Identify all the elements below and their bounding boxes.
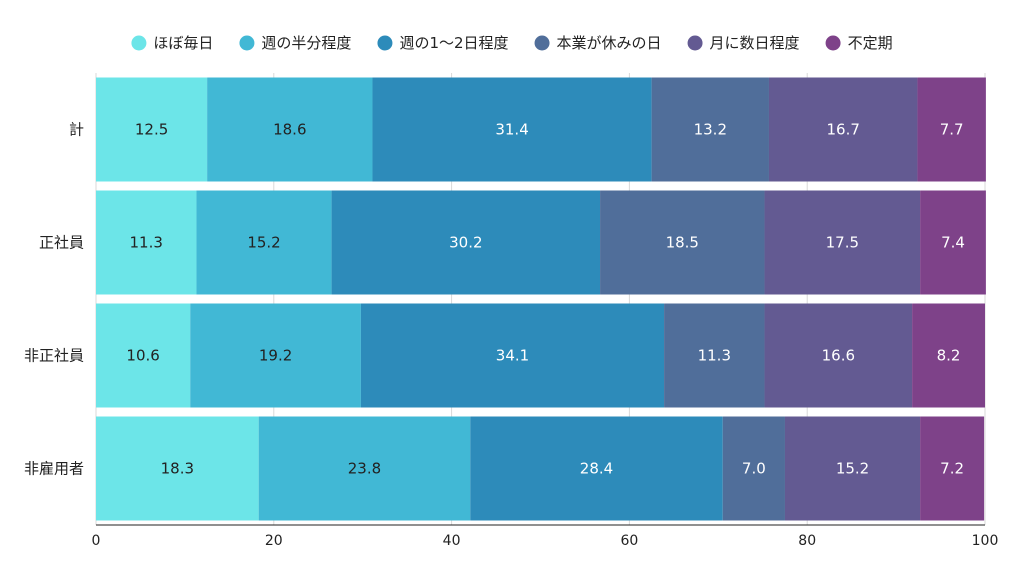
data-label-0-4: 16.7 bbox=[827, 121, 860, 139]
bar-segment-0-0 bbox=[96, 77, 208, 182]
data-label-2-2: 34.1 bbox=[496, 347, 529, 365]
legend-label-0: ほぼ毎日 bbox=[153, 34, 213, 52]
bar-segment-1-0 bbox=[96, 190, 197, 295]
legend-swatch-3 bbox=[534, 35, 550, 51]
legend-label-5: 不定期 bbox=[848, 34, 893, 52]
bar-segment-3-3 bbox=[722, 416, 785, 521]
legend-swatch-0 bbox=[131, 35, 147, 51]
legend-item-3: 本業が休みの日 bbox=[534, 34, 662, 52]
bar-segment-0-4 bbox=[768, 77, 918, 182]
data-label-2-5: 8.2 bbox=[937, 347, 961, 365]
data-label-3-2: 28.4 bbox=[580, 460, 613, 478]
data-label-2-4: 16.6 bbox=[822, 347, 855, 365]
legend: ほぼ毎日 週の半分程度 週の1〜2日程度 本業が休みの日 月に数日程度 不定期 bbox=[131, 34, 893, 52]
bar-segment-1-1 bbox=[196, 190, 332, 295]
data-label-0-2: 31.4 bbox=[495, 121, 528, 139]
category-label-2: 非正社員 bbox=[24, 347, 84, 365]
bar-segment-2-2 bbox=[360, 303, 665, 408]
data-label-3-1: 23.8 bbox=[348, 460, 381, 478]
bar-segment-2-3 bbox=[664, 303, 765, 408]
data-label-3-0: 18.3 bbox=[161, 460, 194, 478]
bar-segment-0-2 bbox=[372, 77, 652, 182]
data-label-2-0: 10.6 bbox=[126, 347, 159, 365]
bars bbox=[96, 77, 986, 521]
bar-segment-1-3 bbox=[600, 190, 765, 295]
legend-item-0: ほぼ毎日 bbox=[131, 34, 213, 52]
data-label-1-5: 7.4 bbox=[941, 234, 965, 252]
x-tick-label-5: 100 bbox=[972, 533, 999, 549]
legend-label-3: 本業が休みの日 bbox=[557, 34, 662, 52]
bar-segment-2-4 bbox=[764, 303, 913, 408]
legend-swatch-5 bbox=[825, 35, 841, 51]
bar-segment-2-5 bbox=[912, 303, 985, 408]
bar-segment-2-0 bbox=[96, 303, 191, 408]
legend-item-2: 週の1〜2日程度 bbox=[377, 34, 509, 52]
bar-segment-0-5 bbox=[917, 77, 986, 182]
bar-segment-3-4 bbox=[784, 416, 921, 521]
data-label-0-1: 18.6 bbox=[273, 121, 306, 139]
legend-item-1: 週の半分程度 bbox=[239, 34, 351, 52]
x-tick-label-1: 20 bbox=[265, 533, 283, 549]
legend-item-5: 不定期 bbox=[825, 34, 893, 52]
x-tick-label-3: 60 bbox=[620, 533, 638, 549]
data-label-0-5: 7.7 bbox=[940, 121, 964, 139]
data-label-1-4: 17.5 bbox=[826, 234, 859, 252]
bar-segment-3-0 bbox=[96, 416, 259, 521]
legend-label-4: 月に数日程度 bbox=[710, 34, 800, 52]
x-tick-label-2: 40 bbox=[443, 533, 461, 549]
data-labels: 12.5 18.6 31.4 13.2 16.7 7.7 11.3 15.2 30.2 18.5 1… bbox=[126, 121, 965, 478]
bar-segment-3-1 bbox=[258, 416, 471, 521]
data-label-3-5: 7.2 bbox=[940, 460, 964, 478]
data-label-3-3: 7.0 bbox=[742, 460, 766, 478]
legend-item-4: 月に数日程度 bbox=[687, 34, 800, 52]
category-label-3: 非雇用者 bbox=[24, 460, 84, 478]
bar-segment-2-1 bbox=[190, 303, 361, 408]
x-tick-labels: 0 20 40 60 80 100 bbox=[92, 533, 999, 549]
x-tick-label-4: 80 bbox=[798, 533, 816, 549]
data-label-0-0: 12.5 bbox=[135, 121, 168, 139]
legend-swatch-4 bbox=[687, 35, 703, 51]
x-tick-label-0: 0 bbox=[92, 533, 101, 549]
data-label-1-3: 18.5 bbox=[666, 234, 699, 252]
data-label-3-4: 15.2 bbox=[836, 460, 869, 478]
data-label-2-3: 11.3 bbox=[698, 347, 731, 365]
legend-swatch-1 bbox=[239, 35, 255, 51]
data-label-2-1: 19.2 bbox=[259, 347, 292, 365]
legend-swatch-2 bbox=[377, 35, 393, 51]
bar-segment-3-2 bbox=[470, 416, 723, 521]
legend-label-2: 週の1〜2日程度 bbox=[399, 34, 508, 52]
bar-segment-1-2 bbox=[331, 190, 601, 295]
data-label-1-0: 11.3 bbox=[130, 234, 163, 252]
bar-segment-3-5 bbox=[920, 416, 985, 521]
category-label-0: 計 bbox=[69, 121, 84, 139]
data-label-1-2: 30.2 bbox=[449, 234, 482, 252]
data-label-0-3: 13.2 bbox=[694, 121, 727, 139]
legend-label-1: 週の半分程度 bbox=[261, 34, 351, 52]
bar-segment-0-3 bbox=[651, 77, 769, 182]
data-label-1-1: 15.2 bbox=[247, 234, 280, 252]
bar-segment-0-1 bbox=[207, 77, 373, 182]
category-label-1: 正社員 bbox=[39, 234, 84, 252]
bar-segment-1-4 bbox=[764, 190, 921, 295]
bar-segment-1-5 bbox=[920, 190, 986, 295]
